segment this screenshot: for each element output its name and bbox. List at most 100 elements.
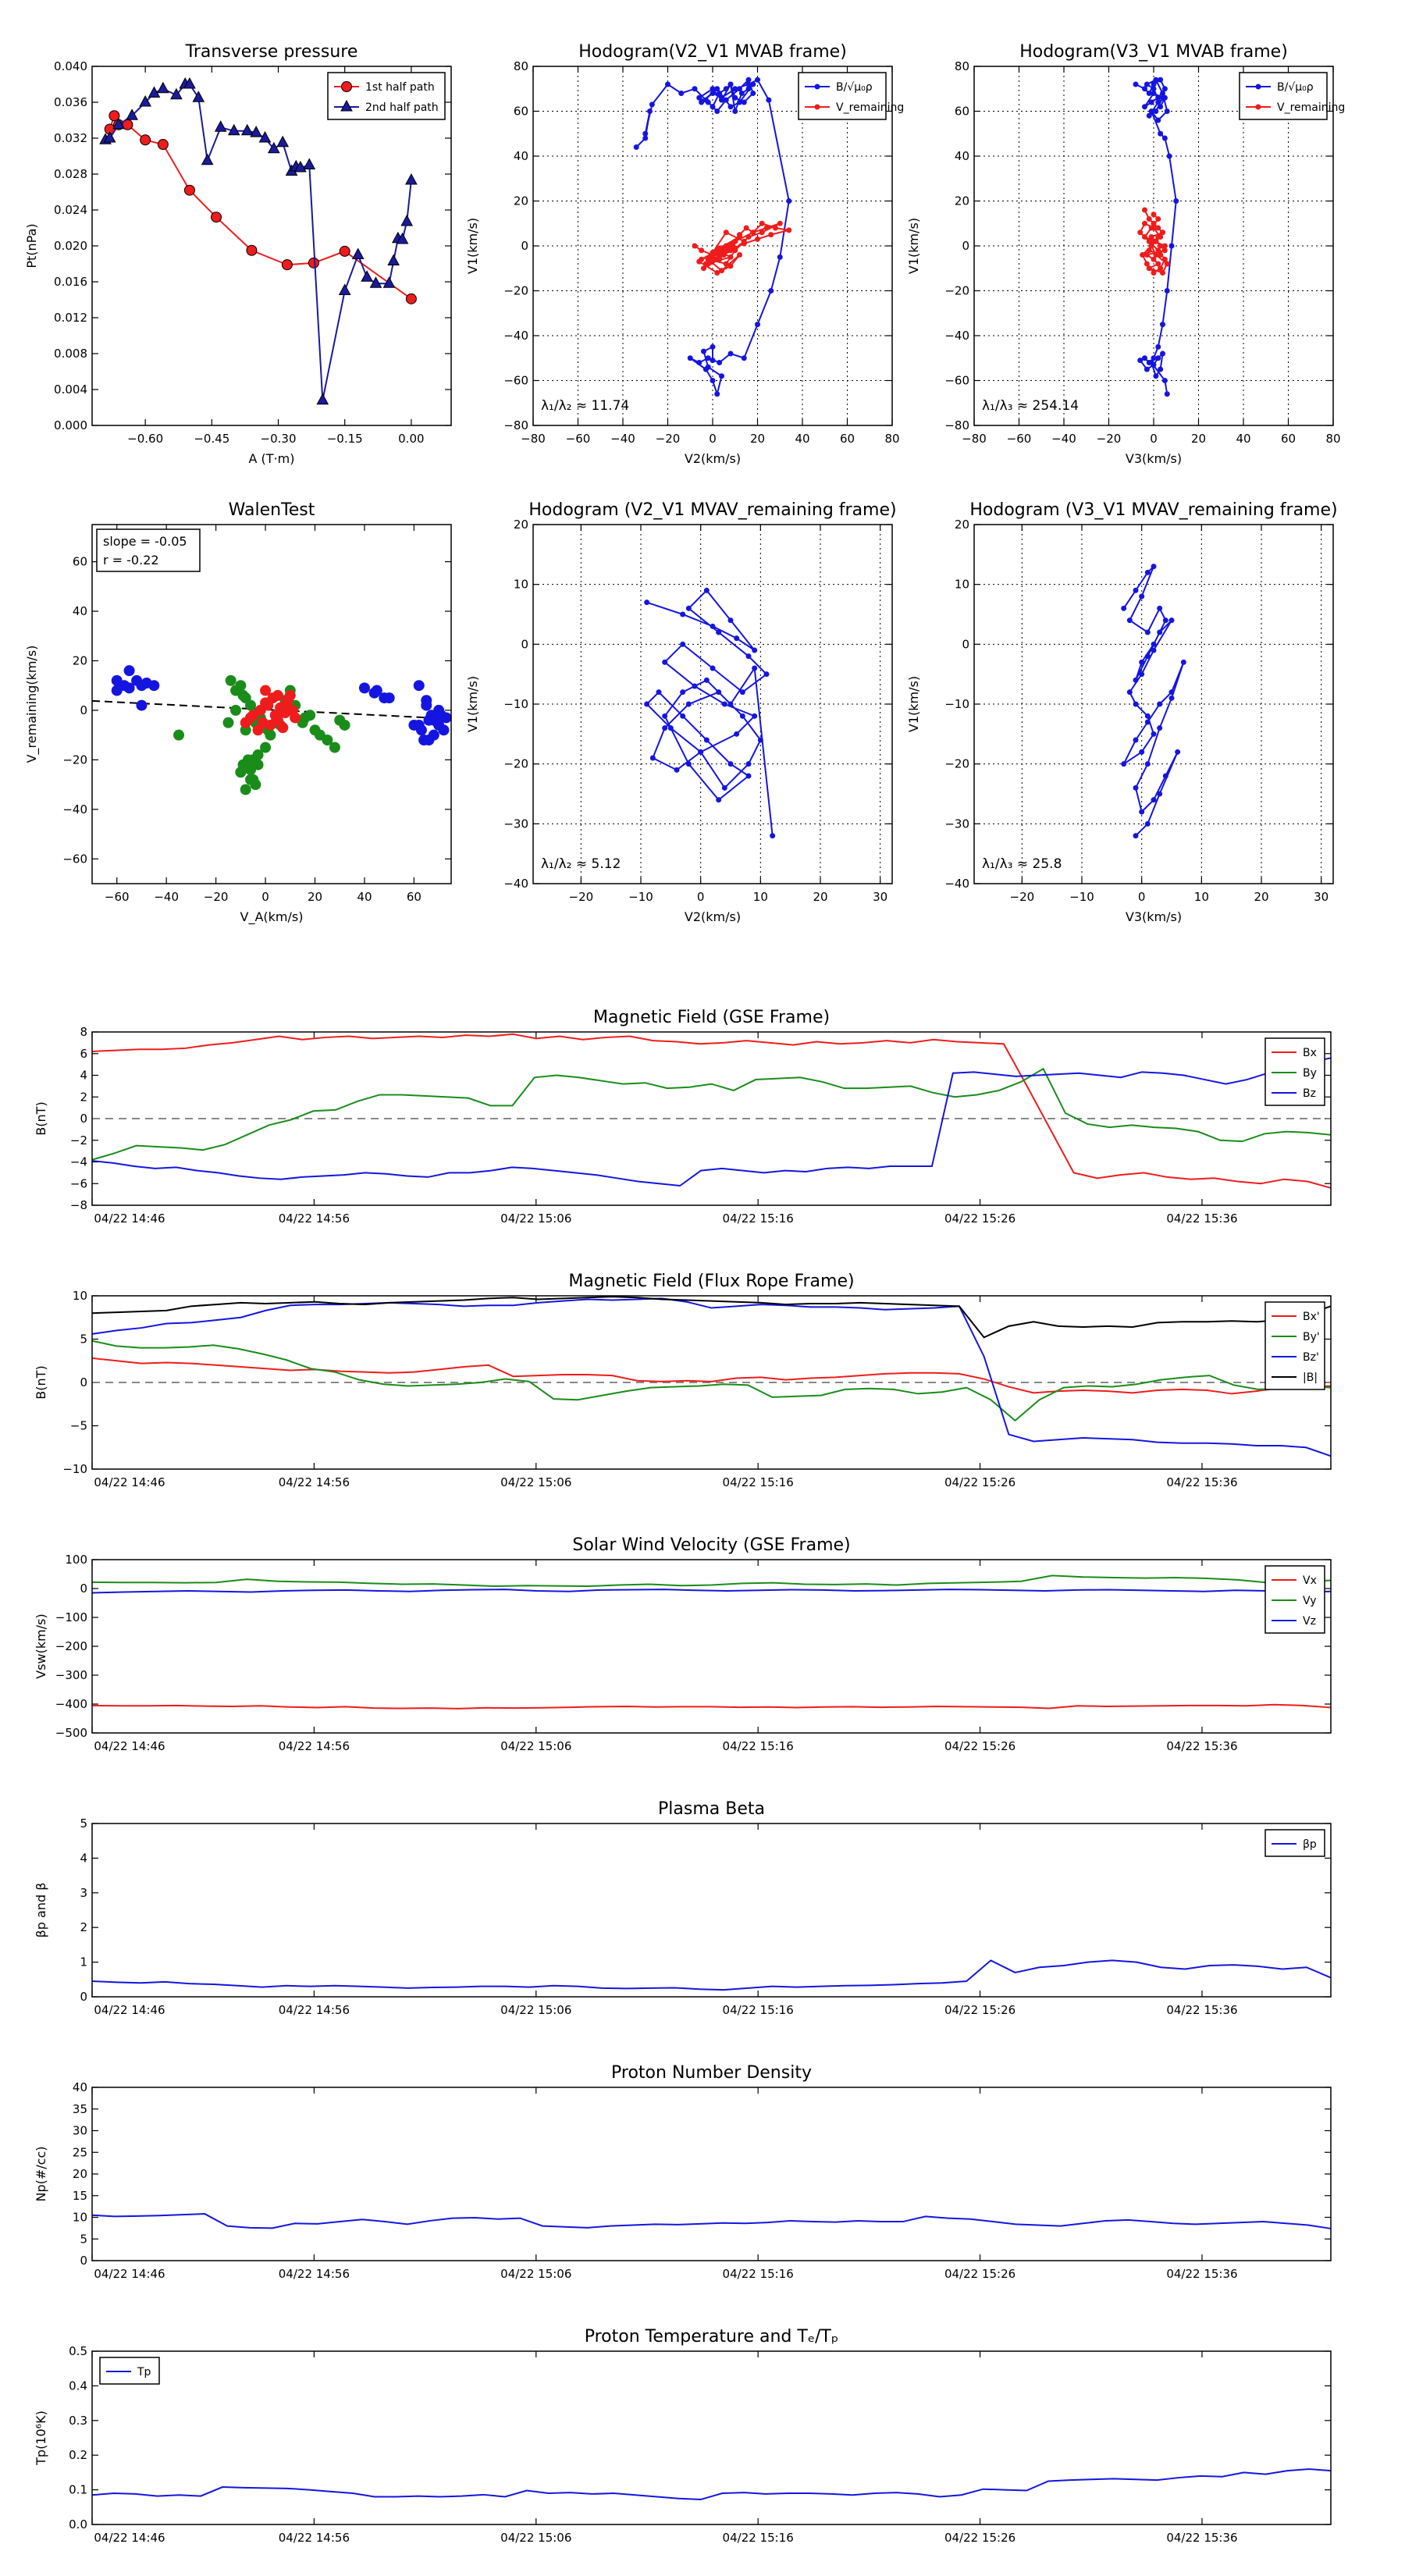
data-point (400, 214, 414, 226)
data-point (1155, 261, 1161, 267)
x-tick-label: 80 (1325, 432, 1340, 446)
data-point (1157, 605, 1163, 611)
data-point (1155, 247, 1161, 254)
x-tick-label: 04/22 14:56 (279, 1475, 350, 1489)
data-point (738, 91, 745, 96)
data-point (752, 647, 758, 653)
data-point (768, 288, 774, 294)
data-point (716, 797, 722, 803)
data-point (1144, 713, 1151, 719)
data-point (1161, 243, 1168, 249)
y-axis-label: Tp(10⁶K) (34, 2411, 48, 2466)
data-point (1146, 238, 1152, 244)
y-tick-label: 60 (514, 105, 528, 119)
data-point (710, 91, 716, 96)
data-point (1166, 153, 1172, 159)
data-point (235, 680, 247, 692)
x-tick-label: −60 (1007, 432, 1032, 446)
data-point (140, 134, 151, 146)
data-point (1153, 252, 1159, 258)
data-point (1126, 689, 1133, 696)
data-point (123, 682, 135, 694)
x-tick-label: 04/22 15:36 (1166, 1739, 1237, 1753)
x-tick-label: 04/22 15:26 (944, 1212, 1016, 1226)
data-point (308, 257, 319, 269)
y-axis-label: Vsw(km/s) (34, 1614, 48, 1678)
chart-h1: −80 −60 −40 −20 0 20 40 60 80 −80 −60 −40 −20 0 20 40 60… (465, 42, 904, 466)
data-point (157, 81, 169, 94)
chart-title: Transverse pressure (185, 42, 358, 62)
y-tick-label: 2 (80, 1920, 87, 1934)
data-point (685, 605, 692, 611)
data-point (1144, 252, 1150, 258)
series-line (91, 1574, 1332, 1588)
data-point (741, 238, 747, 244)
legend-box (327, 72, 446, 120)
x-tick-label: −10 (628, 890, 653, 904)
x-tick-label: 10 (753, 890, 768, 904)
data-point (717, 245, 723, 251)
data-point (1142, 86, 1147, 92)
data-point (745, 86, 752, 92)
y-tick-label: −10 (62, 1462, 87, 1476)
data-point (692, 683, 698, 689)
y-axis-label: Pt(nPa) (24, 223, 39, 268)
data-point (230, 704, 241, 716)
x-tick-label: 60 (1281, 432, 1296, 446)
y-tick-label: 0 (80, 703, 87, 717)
data-point (687, 355, 693, 361)
data-point (1133, 81, 1139, 87)
legend-label: |B| (1303, 1372, 1318, 1384)
x-tick-label: −0.30 (261, 432, 297, 446)
y-tick-label: −400 (55, 1697, 87, 1711)
data-point (723, 229, 729, 236)
x-tick-label: 04/22 15:26 (944, 1475, 1016, 1489)
y-tick-label: −8 (70, 1198, 87, 1212)
y-tick-label: −20 (503, 284, 528, 298)
data-point (1148, 234, 1154, 240)
x-axis-label: V3(km/s) (1126, 909, 1182, 924)
x-tick-label: 60 (407, 890, 422, 904)
y-tick-label: 0 (521, 637, 528, 651)
data-point (644, 701, 650, 707)
annotation-text: λ₁/λ₃ ≈ 25.8 (982, 856, 1062, 872)
x-tick-label: −60 (566, 432, 591, 446)
x-tick-label: 0.00 (398, 432, 424, 446)
data-point (727, 81, 734, 87)
x-axis-label: V3(km/s) (1126, 451, 1182, 466)
x-tick-label: 60 (840, 432, 855, 446)
data-point (644, 600, 650, 606)
y-tick-label: 30 (73, 2124, 87, 2138)
y-tick-label: 10 (73, 2211, 87, 2225)
data-point (743, 225, 749, 231)
x-tick-label: 04/22 15:06 (500, 1475, 571, 1489)
y-tick-label: 40 (514, 149, 528, 163)
x-tick-label: 04/22 15:26 (944, 1739, 1016, 1753)
series-line (91, 1296, 1332, 1339)
y-tick-label: 60 (955, 105, 969, 119)
plot-frame (91, 2087, 1332, 2261)
legend-marker (340, 99, 353, 112)
data-point (633, 144, 639, 150)
data-point (314, 729, 325, 741)
x-tick-label: 40 (1236, 432, 1250, 446)
chart-walen: −60 −40 −20 0 20 40 60 −60 −40 −20 0 20 40 60 WalenTes… (24, 500, 452, 925)
data-point (1157, 629, 1163, 635)
data-point (710, 358, 716, 364)
x-tick-label: −20 (656, 432, 681, 446)
y-tick-label: 0.4 (69, 2379, 87, 2393)
data-point (662, 659, 668, 665)
data-point (237, 759, 249, 770)
data-point (1144, 719, 1151, 725)
data-point (1144, 261, 1150, 267)
data-point (1142, 234, 1147, 240)
legend-label: Vy (1303, 1595, 1317, 1607)
data-point (1142, 355, 1147, 361)
data-point (755, 236, 760, 242)
data-point (750, 91, 756, 96)
legend-label: Bx (1303, 1047, 1317, 1059)
x-tick-label: 04/22 15:06 (500, 1739, 571, 1753)
annotation-text: λ₁/λ₃ ≈ 254.14 (982, 398, 1079, 414)
data-point (1151, 81, 1157, 87)
data-point (1151, 256, 1157, 262)
